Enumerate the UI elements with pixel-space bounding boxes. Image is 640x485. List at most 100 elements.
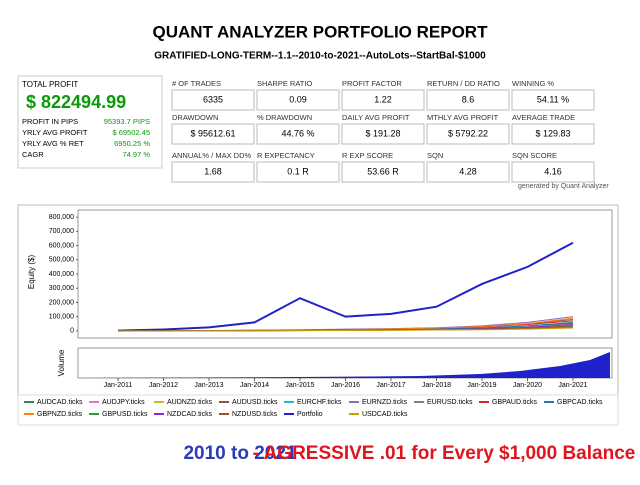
stat-label: SHARPE RATIO bbox=[257, 79, 312, 88]
stat-box bbox=[171, 89, 255, 111]
stat-label: SQN bbox=[427, 151, 443, 160]
x-tick-label: Jan-2011 bbox=[104, 382, 133, 389]
legend-label: GBPCAD.ticks bbox=[557, 399, 603, 406]
legend-label: EURUSD.ticks bbox=[427, 399, 473, 406]
title: QUANT ANALYZER PORTFOLIO REPORT bbox=[153, 22, 489, 41]
summary-row-value: 74.97 % bbox=[122, 150, 150, 159]
stat-box bbox=[426, 123, 510, 145]
y-tick-label: 400,000 bbox=[49, 271, 74, 278]
summary-box bbox=[17, 75, 163, 169]
legend-label: EURCHF.ticks bbox=[297, 399, 342, 406]
y-tick-label: 600,000 bbox=[49, 242, 74, 249]
stat-label: PROFIT FACTOR bbox=[342, 79, 402, 88]
stat-box bbox=[171, 161, 255, 183]
legend-label: EURNZD.ticks bbox=[362, 399, 408, 406]
plot-area bbox=[77, 209, 613, 339]
stat-box bbox=[511, 89, 595, 111]
stat-label: MTHLY AVG PROFIT bbox=[427, 113, 499, 122]
stat-box bbox=[511, 161, 595, 183]
summary-row-value: 95393.7 PIPS bbox=[104, 117, 150, 126]
stat-value: $ 5792.22 bbox=[448, 128, 488, 138]
x-tick-label: Jan-2020 bbox=[513, 382, 542, 389]
x-tick-label: Jan-2016 bbox=[331, 382, 360, 389]
legend-label: GBPAUD.ticks bbox=[492, 399, 537, 406]
y-tick-label: 100,000 bbox=[49, 314, 74, 321]
summary-label: TOTAL PROFIT bbox=[22, 80, 78, 89]
summary-row-label: YRLY AVG % RET bbox=[22, 139, 84, 148]
x-tick-label: Jan-2013 bbox=[194, 382, 223, 389]
stat-box bbox=[171, 123, 255, 145]
x-tick-label: Jan-2014 bbox=[240, 382, 269, 389]
stat-value: 1.22 bbox=[374, 94, 392, 104]
stat-box bbox=[256, 161, 340, 183]
legend-label: USDCAD.ticks bbox=[362, 411, 408, 418]
caption-text: - AGRESSIVE .01 for Every $1,000 Balance bbox=[253, 443, 636, 464]
summary-value: $ 822494.99 bbox=[26, 92, 126, 112]
stat-box bbox=[341, 89, 425, 111]
stat-box bbox=[341, 161, 425, 183]
series-line bbox=[118, 327, 574, 332]
stat-value: 0.09 bbox=[289, 94, 307, 104]
x-tick-label: Jan-2021 bbox=[558, 382, 587, 389]
volume-label: Volume bbox=[57, 349, 66, 376]
stat-value: 4.28 bbox=[459, 166, 477, 176]
stat-box bbox=[511, 123, 595, 145]
legend-label: AUDJPY.ticks bbox=[102, 399, 145, 406]
stat-box bbox=[426, 161, 510, 183]
subtitle: GRATIFIED-LONG-TERM--1.1--2010-to-2021--… bbox=[154, 51, 486, 62]
summary-row-label: YRLY AVG PROFIT bbox=[22, 128, 88, 137]
caption-year: 2010 to 2021 bbox=[183, 443, 296, 464]
stat-box bbox=[426, 89, 510, 111]
y-tick-label: 800,000 bbox=[49, 214, 74, 221]
legend-label: GBPUSD.ticks bbox=[102, 411, 148, 418]
y-tick-label: 300,000 bbox=[49, 285, 74, 292]
summary-row-value: $ 69502.45 bbox=[112, 128, 150, 137]
stat-value: $ 95612.61 bbox=[190, 128, 235, 138]
stat-value: 0.1 R bbox=[287, 166, 309, 176]
stat-value: 6335 bbox=[203, 94, 223, 104]
x-tick-label: Jan-2019 bbox=[467, 382, 496, 389]
stat-label: ANNUAL% / MAX DD% bbox=[172, 151, 252, 160]
stat-label: WINNING % bbox=[512, 79, 554, 88]
stat-label: AVERAGE TRADE bbox=[512, 113, 575, 122]
stat-value: $ 129.83 bbox=[535, 128, 570, 138]
summary-row-label: CAGR bbox=[22, 150, 44, 159]
stat-label: R EXP SCORE bbox=[342, 151, 393, 160]
stat-box bbox=[256, 89, 340, 111]
y-tick-label: 0 bbox=[70, 328, 74, 335]
legend-label: AUDUSD.ticks bbox=[232, 399, 278, 406]
x-tick-label: Jan-2018 bbox=[422, 382, 451, 389]
stat-label: SQN SCORE bbox=[512, 151, 557, 160]
summary-row-label: PROFIT IN PIPS bbox=[22, 117, 78, 126]
stat-label: DAILY AVG PROFIT bbox=[342, 113, 410, 122]
stat-value: 44.76 % bbox=[281, 128, 314, 138]
y-tick-label: 500,000 bbox=[49, 257, 74, 264]
legend-label: Portfolio bbox=[297, 411, 323, 418]
legend-label: GBPNZD.ticks bbox=[37, 411, 83, 418]
stat-label: RETURN / DD RATIO bbox=[427, 79, 500, 88]
stat-label: DRAWDOWN bbox=[172, 113, 218, 122]
stat-label: R EXPECTANCY bbox=[257, 151, 315, 160]
stat-value: 54.11 % bbox=[537, 94, 569, 104]
legend-label: AUDCAD.ticks bbox=[37, 399, 83, 406]
stat-value: $ 191.28 bbox=[365, 128, 400, 138]
y-axis-label: Equity ($) bbox=[27, 255, 36, 290]
stat-value: 1.68 bbox=[204, 166, 222, 176]
x-tick-label: Jan-2015 bbox=[285, 382, 314, 389]
summary-row-value: 6950.25 % bbox=[114, 139, 150, 148]
legend-label: NZDUSD.ticks bbox=[232, 411, 278, 418]
stat-box bbox=[341, 123, 425, 145]
x-tick-label: Jan-2012 bbox=[149, 382, 178, 389]
y-tick-label: 200,000 bbox=[49, 299, 74, 306]
legend-box bbox=[17, 394, 619, 426]
x-tick-label: Jan-2017 bbox=[376, 382, 405, 389]
legend-label: NZDCAD.ticks bbox=[167, 411, 213, 418]
stat-box bbox=[256, 123, 340, 145]
stat-label: # OF TRADES bbox=[172, 79, 221, 88]
legend-label: AUDNZD.ticks bbox=[167, 399, 213, 406]
y-tick-label: 700,000 bbox=[49, 228, 74, 235]
stat-value: 8.6 bbox=[462, 94, 475, 104]
series-line bbox=[117, 241, 574, 332]
stat-label: % DRAWDOWN bbox=[257, 113, 312, 122]
